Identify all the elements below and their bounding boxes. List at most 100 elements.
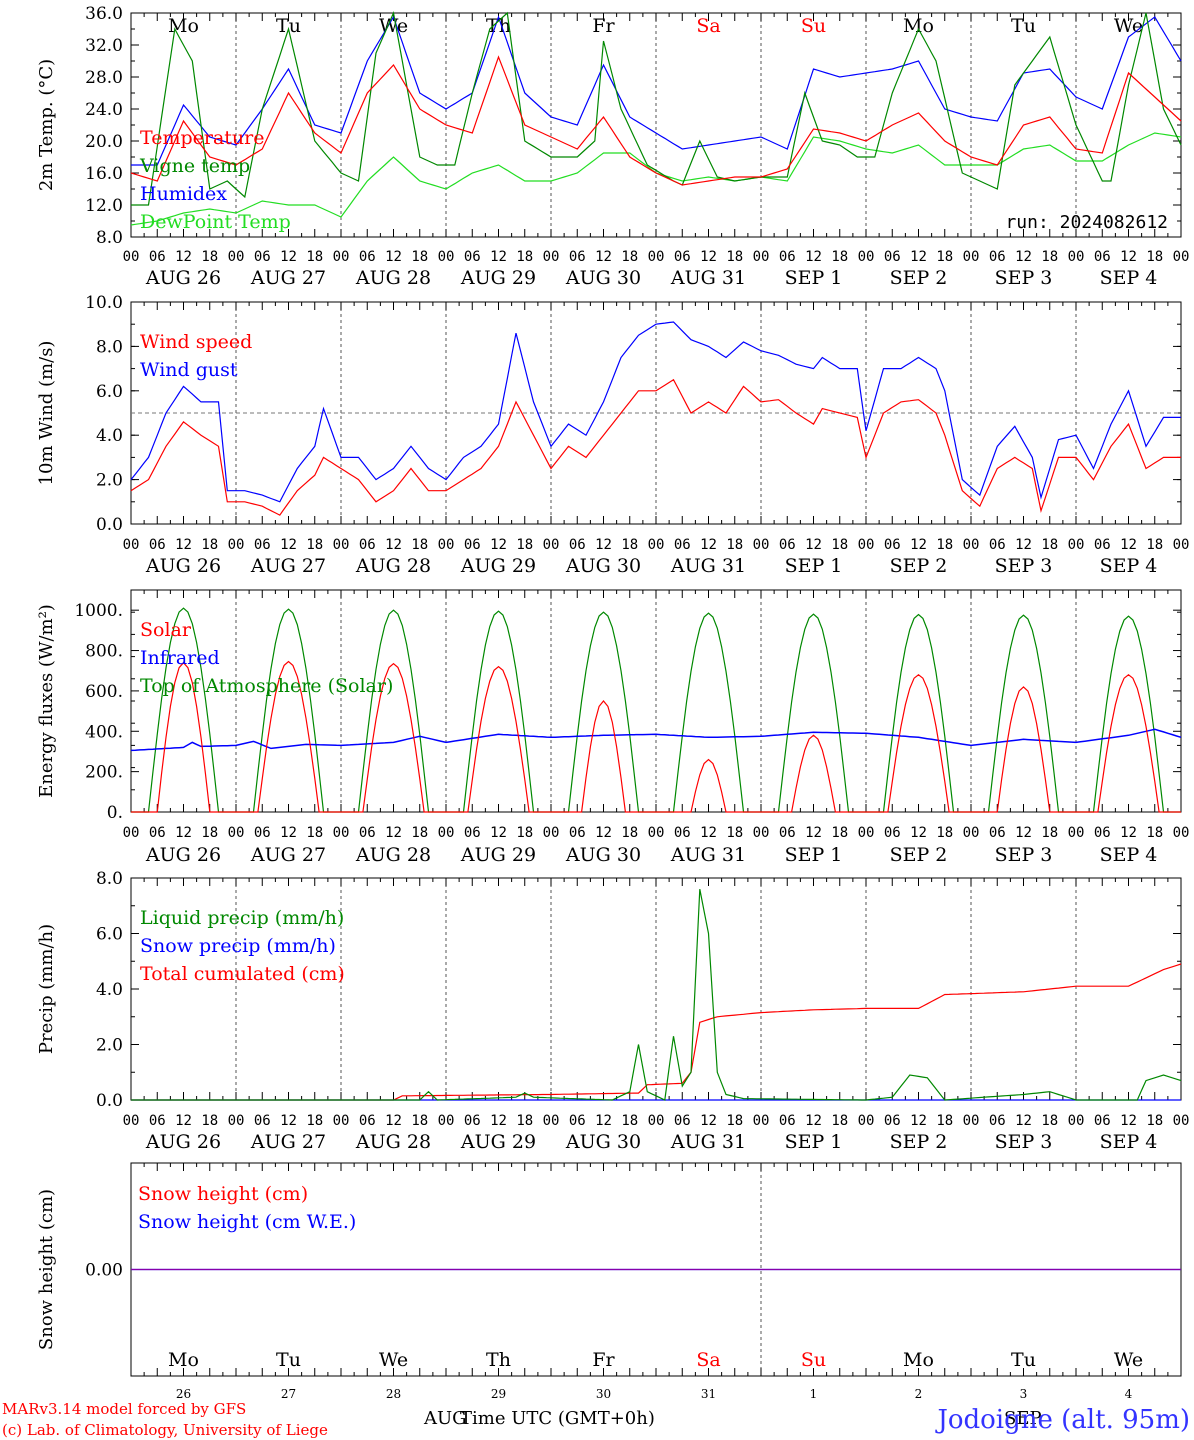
- x-hour-label: 12: [700, 537, 717, 553]
- x-hour-label: 00: [753, 249, 770, 265]
- y-tick-label: 400.: [85, 722, 123, 742]
- x-hour-label: 00: [123, 1113, 140, 1129]
- x-hour-label: 00: [1068, 249, 1085, 265]
- x-hour-label: 18: [516, 249, 533, 265]
- x-date-label: SEP 1: [785, 267, 843, 289]
- x-hour-label: 18: [831, 1113, 848, 1129]
- legend-entry: Total cumulated (cm): [140, 963, 345, 985]
- x-hour-label: 18: [936, 249, 953, 265]
- y-tick-label: 16.0: [85, 164, 123, 184]
- legend-entry: Snow height (cm): [138, 1183, 308, 1205]
- x-hour-label: 06: [989, 249, 1006, 265]
- x-date-label: SEP 3: [995, 267, 1053, 289]
- series-solar: [131, 660, 1181, 813]
- x-hour-label: 12: [700, 825, 717, 841]
- x-hour-label: 18: [831, 825, 848, 841]
- weekday-label: Th: [486, 1349, 511, 1371]
- y-tick-label: 2.0: [96, 1036, 123, 1056]
- x-hour-label: 00: [963, 249, 980, 265]
- x-hour-label: 18: [201, 1113, 218, 1129]
- x-hour-label: 06: [359, 1113, 376, 1129]
- x-hour-label: 18: [411, 537, 428, 553]
- x-hour-label: 18: [726, 537, 743, 553]
- y-tick-label: 0.: [107, 803, 123, 823]
- panel-energy: 0. 200. 400. 600. 800. 1000. Energy fluxes (W/…: [36, 589, 1189, 866]
- y-tick-label: 6.0: [96, 382, 123, 402]
- x-date-label: AUG 27: [250, 267, 326, 289]
- weekday-label: Tu: [276, 15, 301, 37]
- y-tick-label: 4.0: [96, 426, 123, 446]
- x-hour-label: 00: [648, 825, 665, 841]
- x-hour-label: 00: [543, 1113, 560, 1129]
- y-tick-label: 600.: [85, 682, 123, 702]
- x-hour-label: 00: [543, 825, 560, 841]
- x-hour-label: 12: [280, 249, 297, 265]
- x-hour-label: 12: [910, 1113, 927, 1129]
- x-hour-label: 06: [569, 249, 586, 265]
- x-date-label: SEP 1: [785, 844, 843, 866]
- day-number-label: 27: [281, 1387, 296, 1401]
- x-hour-label: 12: [385, 825, 402, 841]
- x-hour-label: 12: [910, 249, 927, 265]
- x-hour-label: 18: [516, 825, 533, 841]
- x-date-label: AUG 30: [565, 844, 641, 866]
- x-hour-label: 18: [726, 249, 743, 265]
- weekday-label: Mo: [903, 1349, 934, 1371]
- weekday-label: We: [379, 1349, 408, 1371]
- x-hour-label: 00: [753, 1113, 770, 1129]
- x-hour-label: 18: [1041, 1113, 1058, 1129]
- x-hour-label: 18: [726, 825, 743, 841]
- panel-temp: 8.0 12.0 16.0 20.0 24.0 28.0 32.0 36.0 2m Temp. …: [36, 4, 1189, 289]
- weekday-label: Tu: [1011, 1349, 1036, 1371]
- x-hour-label: 18: [201, 249, 218, 265]
- y-tick-label: 6.0: [96, 925, 123, 945]
- x-date-label: AUG 31: [670, 555, 746, 577]
- x-hour-label: 06: [254, 537, 271, 553]
- x-hour-label: 00: [648, 1113, 665, 1129]
- weekday-label: Su: [801, 1349, 826, 1371]
- x-hour-label: 06: [674, 537, 691, 553]
- x-hour-label: 00: [333, 825, 350, 841]
- x-hour-label: 12: [700, 249, 717, 265]
- y-axis-label: Energy fluxes (W/m²): [36, 604, 57, 798]
- x-hour-label: 12: [805, 825, 822, 841]
- weekday-label: Mo: [903, 15, 934, 37]
- day-number-label: 26: [176, 1387, 191, 1401]
- x-hour-label: 00: [753, 825, 770, 841]
- legend-entry: Solar: [140, 619, 192, 641]
- x-hour-label: 12: [1120, 537, 1137, 553]
- x-hour-label: 06: [254, 249, 271, 265]
- x-hour-label: 06: [884, 825, 901, 841]
- x-date-label: SEP 3: [995, 844, 1053, 866]
- x-hour-label: 18: [621, 249, 638, 265]
- x-hour-label: 12: [385, 537, 402, 553]
- x-date-label: AUG 30: [565, 555, 641, 577]
- x-hour-label: 00: [1068, 537, 1085, 553]
- day-number-label: 28: [386, 1387, 401, 1401]
- weekday-label: Sa: [696, 1349, 720, 1371]
- x-hour-label: 06: [464, 825, 481, 841]
- x-hour-label: 12: [595, 1113, 612, 1129]
- x-date-label: AUG 28: [355, 267, 431, 289]
- y-tick-label: 0.0: [96, 1091, 123, 1111]
- x-hour-label: 12: [1120, 825, 1137, 841]
- legend-entry: Vigne temp: [139, 155, 250, 177]
- y-tick-label: 12.0: [85, 196, 123, 216]
- x-hour-label: 00: [1173, 1113, 1190, 1129]
- x-hour-label: 18: [411, 825, 428, 841]
- x-hour-label: 00: [1173, 537, 1190, 553]
- weekday-label: We: [379, 15, 408, 37]
- x-hour-label: 06: [359, 825, 376, 841]
- weekday-label: Mo: [168, 1349, 199, 1371]
- x-date-label: AUG 27: [250, 844, 326, 866]
- panel-snow: 0.00 Snow height (cm) Mo 26 Tu 27 We 28 Th 29 Fr 30…: [36, 1162, 1182, 1401]
- weekday-label: Mo: [168, 15, 199, 37]
- x-hour-label: 00: [333, 1113, 350, 1129]
- x-hour-label: 00: [648, 537, 665, 553]
- x-hour-label: 06: [1094, 825, 1111, 841]
- x-date-label: AUG 26: [145, 555, 221, 577]
- x-date-label: AUG 31: [670, 1131, 746, 1153]
- x-date-label: AUG 29: [460, 555, 536, 577]
- x-hour-label: 12: [175, 1113, 192, 1129]
- x-hour-label: 00: [123, 249, 140, 265]
